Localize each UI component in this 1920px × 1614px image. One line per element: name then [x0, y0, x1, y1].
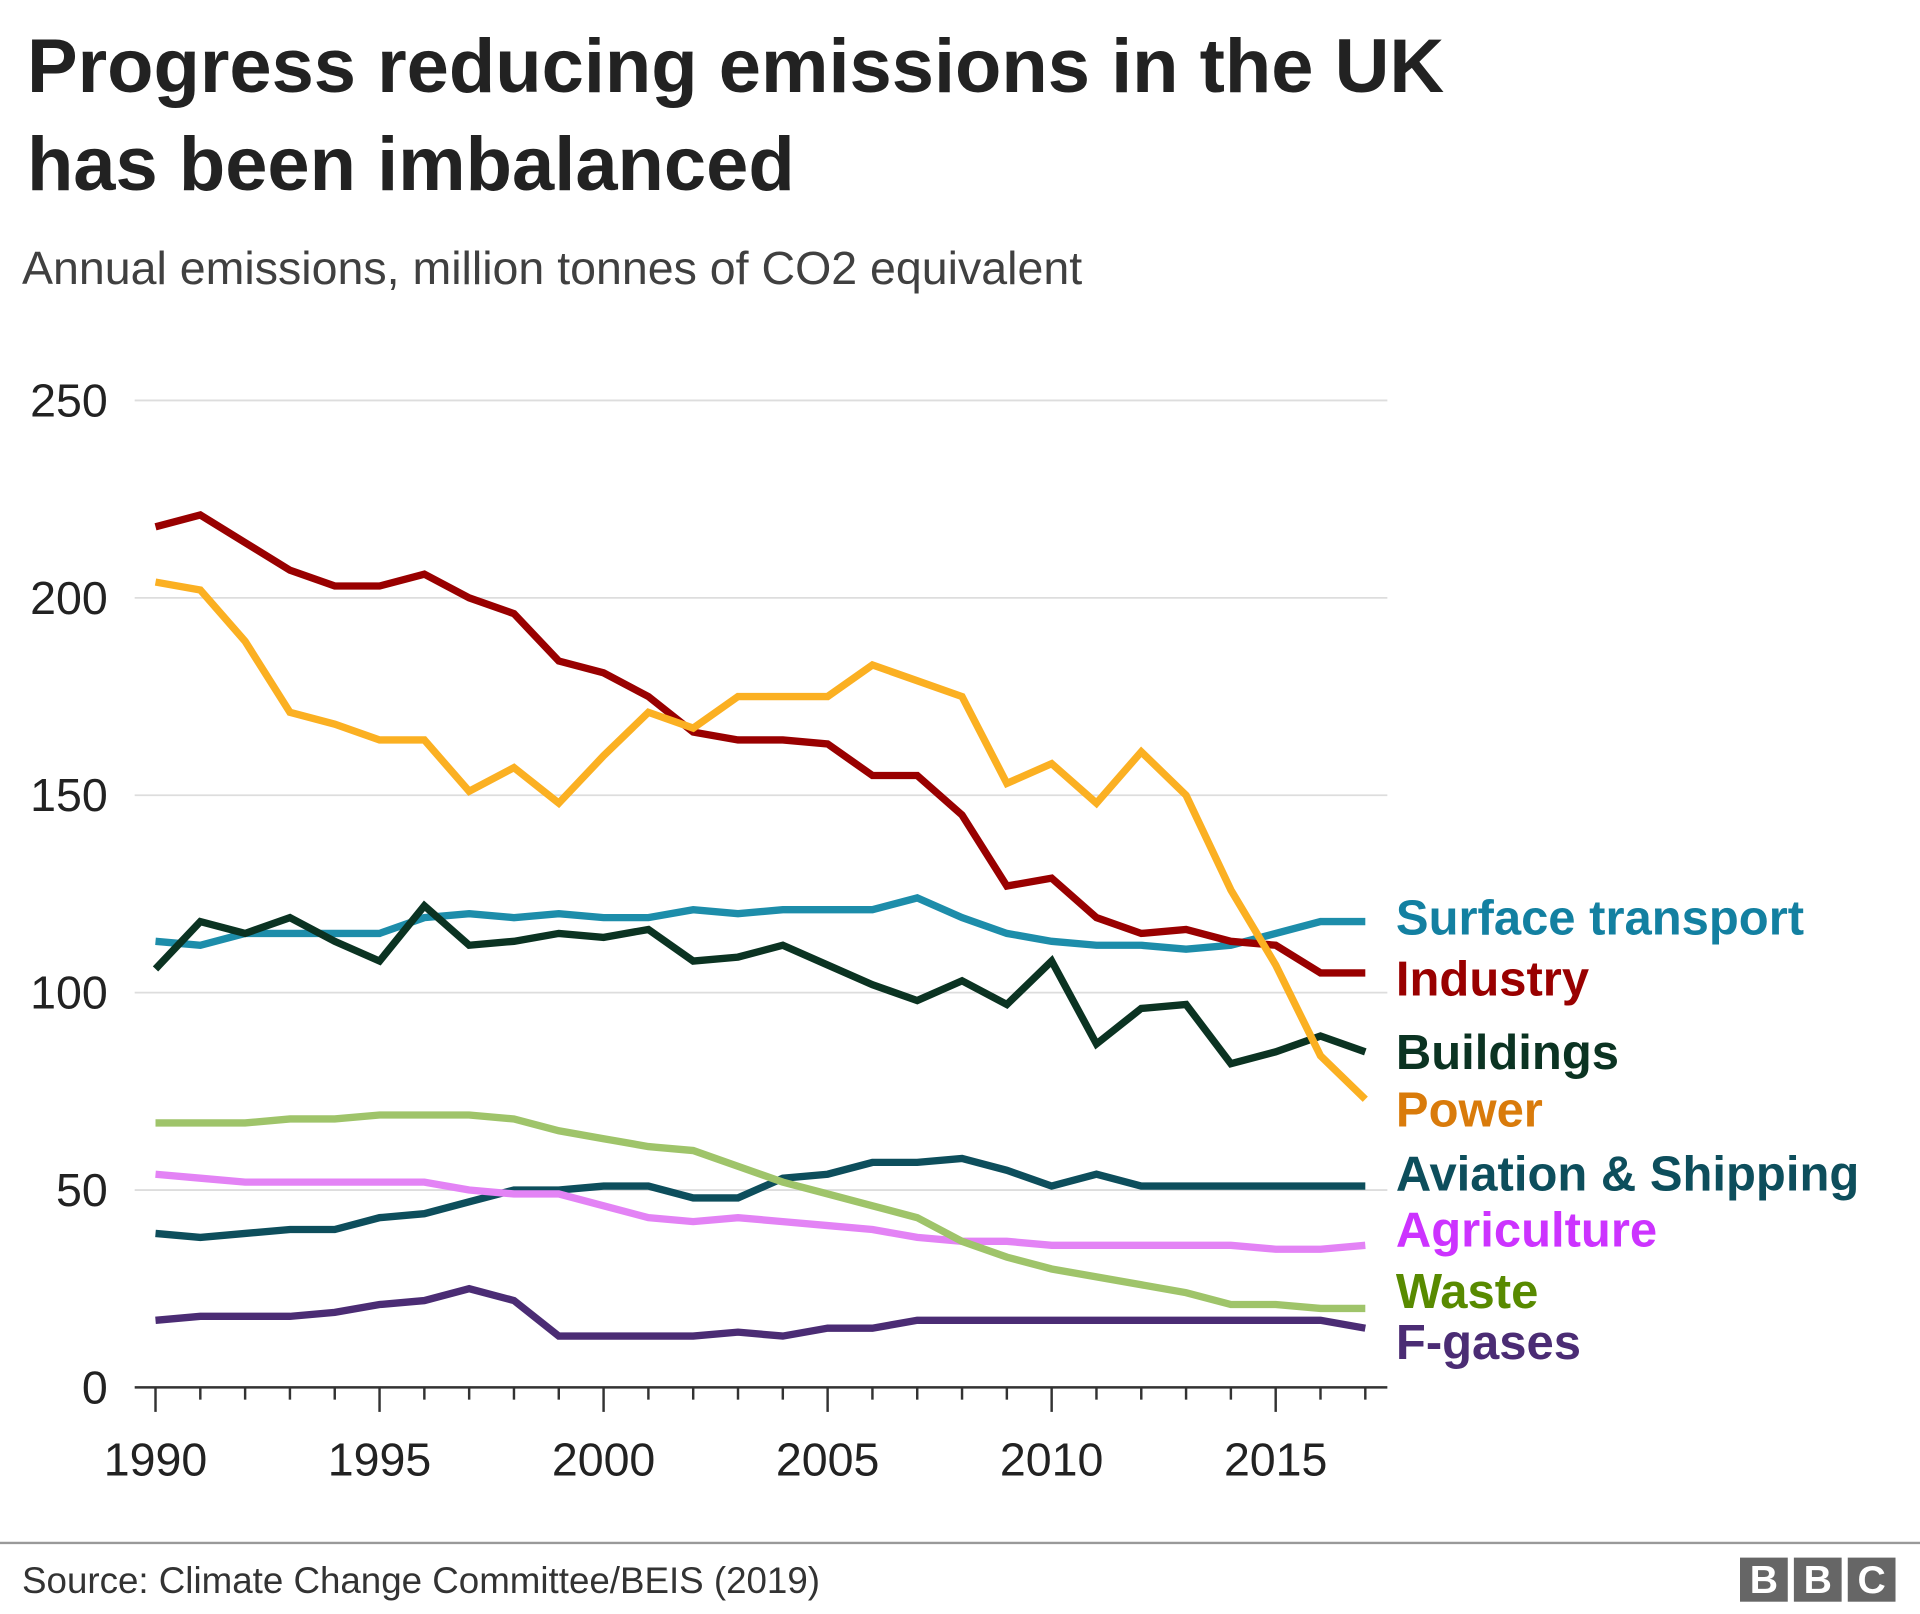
series-label-aviation-shipping: Aviation & Shipping — [1396, 1147, 1859, 1201]
bbc-logo: B B C — [1740, 1557, 1896, 1602]
x-tick-label: 2005 — [776, 1434, 879, 1486]
x-axis: 1990 1995 2000 2005 2010 2015 — [104, 1386, 1388, 1486]
x-tick-label: 1990 — [104, 1434, 207, 1486]
x-tick-label: 2000 — [552, 1434, 655, 1486]
series-label-surface-transport: Surface transport — [1396, 891, 1804, 945]
series-line-industry — [154, 510, 1366, 977]
series-line-power — [154, 578, 1368, 1102]
svg-text:B: B — [1804, 1559, 1832, 1602]
series-line-waste — [155, 1111, 1366, 1313]
chart-title-line-1: Progress reducing emissions in the UK — [27, 24, 1444, 109]
series-label-industry: Industry — [1396, 953, 1589, 1007]
series-label-waste: Waste — [1396, 1265, 1538, 1319]
y-tick-label: 100 — [30, 967, 108, 1019]
y-tick-label: 200 — [30, 572, 108, 624]
series-label-f-gases: F-gases — [1396, 1316, 1581, 1370]
x-tick-label: 2010 — [1000, 1434, 1103, 1486]
x-tick-label: 1995 — [328, 1434, 431, 1486]
svg-text:B: B — [1750, 1559, 1778, 1602]
y-tick-label: 150 — [30, 769, 108, 821]
series-line-surface-transport — [155, 894, 1366, 953]
series-line-buildings — [152, 900, 1367, 1068]
svg-text:C: C — [1857, 1559, 1885, 1602]
chart-subtitle: Annual emissions, million tonnes of CO2 … — [22, 242, 1082, 294]
y-tick-label: 50 — [56, 1164, 108, 1216]
y-axis: 0 50 100 150 200 250 — [30, 374, 108, 1413]
series-label-power: Power — [1396, 1084, 1543, 1138]
chart-title-line-2: has been imbalanced — [27, 122, 795, 207]
series-line-agriculture — [155, 1170, 1366, 1253]
y-tick-label: 0 — [82, 1361, 108, 1413]
source-note: Source: Climate Change Committee/BEIS (2… — [22, 1560, 820, 1601]
gridlines — [134, 399, 1388, 1191]
series-label-buildings: Buildings — [1396, 1026, 1619, 1080]
series-line-f-gases — [155, 1284, 1366, 1340]
y-tick-label: 250 — [30, 374, 108, 426]
series-lines — [152, 510, 1368, 1340]
x-tick-label: 2015 — [1224, 1434, 1327, 1486]
series-line-aviation-shipping — [155, 1154, 1366, 1242]
series-label-agriculture: Agriculture — [1396, 1204, 1657, 1258]
